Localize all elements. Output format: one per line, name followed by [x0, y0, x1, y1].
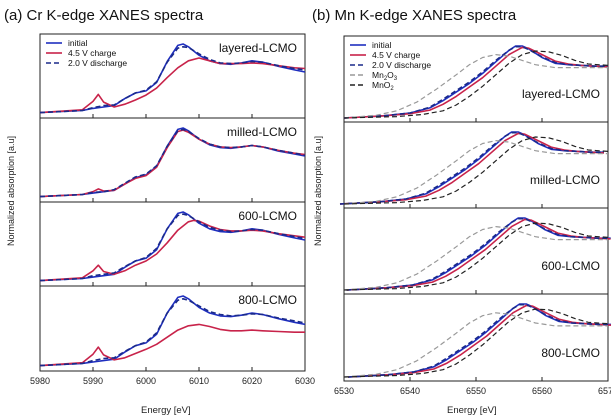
chart-1-panel-2-series-line [346, 218, 611, 291]
chart-a-xlabel: Energy [eV] [141, 405, 191, 416]
chart-1-xtick-label: 6530 [334, 386, 354, 396]
chart-1-legend-label: 2.0 V discharge [372, 60, 431, 70]
chart-0-panel-1-label: milled-LCMO [227, 125, 297, 139]
chart-1-panel-2-label: 600-LCMO [541, 259, 600, 273]
chart-0-panel-0-series-line [39, 46, 306, 114]
chart-0-panel-1-series-line [39, 129, 306, 198]
chart-0-legend-label: 4.5 V charge [68, 48, 116, 58]
chart-0-panel-0-series-line [39, 57, 306, 114]
chart-1-panel-1-series-line [343, 140, 608, 205]
chart-b-title: (b) Mn K-edge XANES spectra [312, 7, 517, 24]
chart-0-xtick-label: 5980 [30, 376, 50, 386]
chart-0-panel-3-series-line [39, 298, 306, 367]
chart-0-panel-2-series-line [39, 219, 306, 282]
chart-0-panel-0-label: layered-LCMO [219, 41, 297, 55]
chart-1-panel-2-series-line [343, 222, 609, 291]
chart-0-xtick-label: 6020 [242, 376, 262, 386]
chart-0-panel-2-label: 600-LCMO [238, 209, 297, 223]
chart-0-panel-3-series-line [39, 323, 305, 367]
chart-a-title: (a) Cr K-edge XANES spectra [4, 7, 204, 24]
chart-1-panel-1-series-line [339, 131, 604, 205]
chart-1-panel-1-series-line [339, 132, 605, 205]
chart-1-panel-1-label: milled-LCMO [530, 173, 600, 187]
chart-0-panel-3-label: 800-LCMO [238, 293, 297, 307]
chart-0-legend-label: 2.0 V discharge [68, 58, 127, 68]
chart-1-xtick-label: 6570 [598, 386, 611, 396]
chart-0-xtick-label: 6030 [295, 376, 315, 386]
chart-0-panel-2-series-line [39, 213, 306, 282]
chart-0-xtick-label: 6000 [136, 376, 156, 386]
chart-1-panel-0-label: layered-LCMO [522, 87, 600, 101]
chart-1-panel-3-series-line [347, 303, 611, 378]
chart-1-legend-label: MnO2 [372, 80, 394, 92]
chart-1-panel-3-series-line [343, 308, 609, 378]
chart-0-xtick-label: 5990 [83, 376, 103, 386]
chart-1-panel-0-series-line [343, 54, 608, 119]
chart-1-panel-2-series-line [346, 217, 611, 291]
chart-0-panel-2-series-line [39, 211, 306, 282]
chart-1-xtick-label: 6550 [466, 386, 486, 396]
chart-1-legend-label: 4.5 V charge [372, 50, 420, 60]
chart-1-panel-3-label: 800-LCMO [541, 346, 600, 360]
chart-1-panel-1-series-line [343, 136, 609, 205]
chart-1-panel-0-series-line [343, 50, 609, 119]
chart-1-xtick-label: 6540 [400, 386, 420, 396]
chart-1-panel-3-series-line [347, 304, 611, 378]
chart-1-panel-2-series-line [343, 226, 608, 291]
chart-0-legend-label: initial [68, 38, 87, 48]
chart-b-xlabel: Energy [eV] [447, 405, 497, 416]
chart-1-legend-label: initial [372, 40, 391, 50]
chart-1-legend-label: Mn2O3 [372, 70, 398, 82]
chart-1-panel-3-series-line [343, 312, 608, 378]
chart-0-panel-3-frame [39, 285, 306, 372]
chart-1-xtick-label: 6560 [532, 386, 552, 396]
chart-0-xtick-label: 6010 [189, 376, 209, 386]
chart-0-panel-1-series-line [39, 128, 306, 198]
chart-0-panel-3-series-line [39, 295, 306, 367]
chart-1-panel-0-series-line [343, 45, 608, 119]
